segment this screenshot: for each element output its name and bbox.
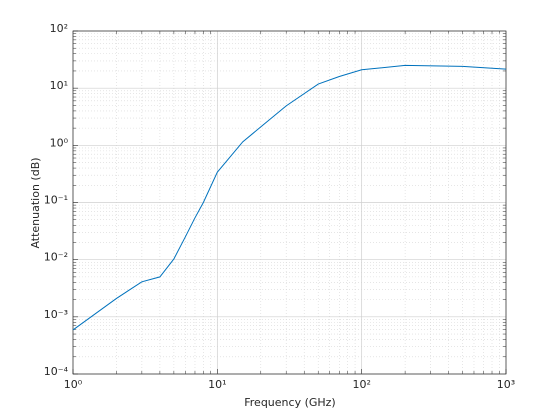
data-line xyxy=(72,64,507,331)
y-tick-label: 10⁻² xyxy=(44,251,68,264)
y-tick-label: 10² xyxy=(50,22,68,35)
x-tick-label: 10³ xyxy=(497,378,515,391)
y-tick-label: 10⁻¹ xyxy=(44,194,68,207)
x-axis-label: Frequency (GHz) xyxy=(244,396,335,409)
y-axis-label: Attenuation (dB) xyxy=(29,157,42,248)
x-tick-label: 10¹ xyxy=(208,378,226,391)
x-tick-label: 10⁰ xyxy=(64,378,83,391)
axes-box xyxy=(72,30,507,375)
x-tick-label: 10² xyxy=(352,378,370,391)
y-tick-label: 10⁻⁴ xyxy=(44,365,69,378)
y-tick-label: 10¹ xyxy=(50,79,68,92)
y-tick-label: 10⁰ xyxy=(50,136,69,149)
y-tick-label: 10⁻³ xyxy=(44,308,68,321)
